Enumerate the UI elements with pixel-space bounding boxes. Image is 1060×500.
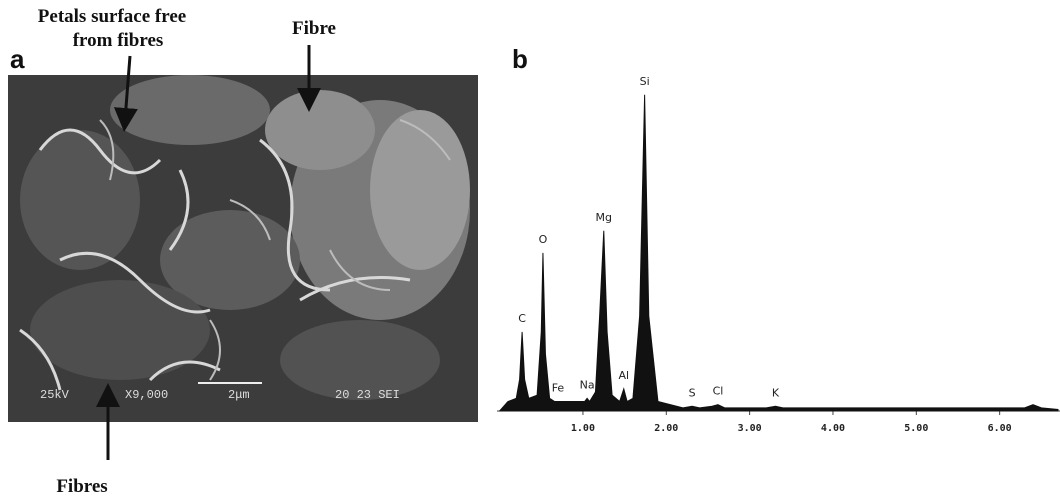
- peak-label: Na: [580, 378, 595, 391]
- peak-label: Fe: [552, 382, 565, 395]
- peak-label: Cl: [713, 385, 724, 398]
- micrograph-info: X9,000: [125, 388, 168, 402]
- x-tick-label: 6.00: [988, 423, 1012, 434]
- arrow: [113, 55, 138, 132]
- micrograph-info: 2μm: [228, 388, 250, 402]
- spectrum: [498, 94, 1059, 412]
- peak-label: K: [772, 386, 780, 399]
- micrograph: 25kV X9,000 2μm 20 23 SEI: [8, 75, 478, 422]
- panel-label: a: [10, 44, 25, 74]
- peak-label: S: [689, 386, 696, 399]
- peak-label: Al: [618, 369, 629, 382]
- x-tick-label: 4.00: [821, 423, 845, 434]
- callout: Fibre: [292, 18, 336, 39]
- panel-label: b: [512, 44, 528, 74]
- x-tick-label: 2.00: [654, 423, 678, 434]
- callout: Fibres: [56, 476, 107, 497]
- callout: Petals surface free: [38, 6, 186, 27]
- x-tick-label: 5.00: [904, 423, 928, 434]
- x-tick-label: 1.00: [571, 423, 595, 434]
- micrograph-info: 25kV: [40, 388, 70, 402]
- peak-label: O: [539, 233, 548, 246]
- micrograph-info: 20 23 SEI: [335, 388, 400, 402]
- peak-label: C: [518, 312, 526, 325]
- peak-label: Mg: [596, 211, 612, 224]
- x-tick-label: 3.00: [738, 423, 762, 434]
- peak-label: Si: [640, 75, 650, 88]
- callout: from fibres: [73, 30, 164, 51]
